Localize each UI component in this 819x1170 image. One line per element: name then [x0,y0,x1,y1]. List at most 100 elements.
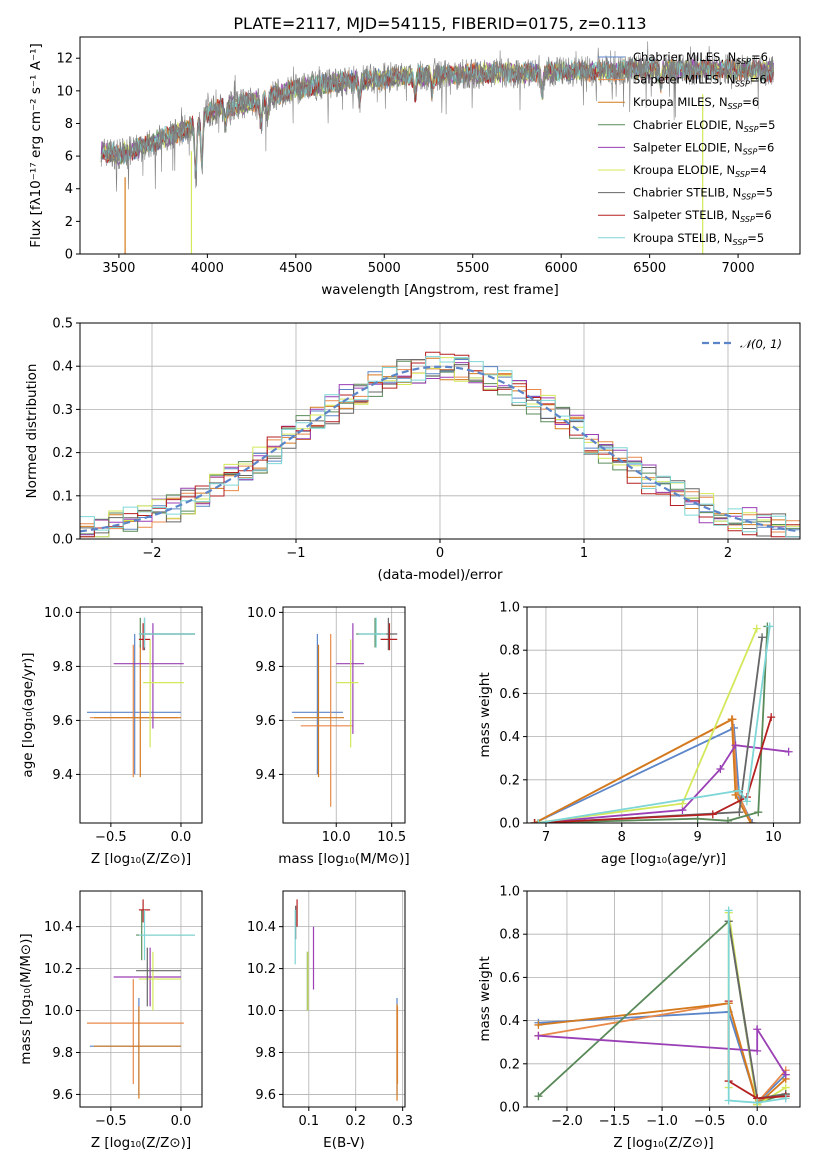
legend-subscript: SSP [736,57,751,66]
x-tick-label: 10.0 [322,830,351,845]
legend-label: Salpeter STELIB, NSSP=6 [633,208,772,224]
y-tick-label: 10.0 [247,606,276,621]
y-tick-label: 9.4 [255,768,276,783]
x-tick-label: −2.0 [551,1114,583,1129]
x-tick-label: 9 [693,830,701,845]
y-tick-label: 0.8 [499,644,520,659]
y-tick-label: 10.4 [44,920,73,935]
x-tick-label: 6000 [545,261,578,276]
y-tick-label: 4 [65,182,73,197]
y-axis-label: age [log₁₀(age/yr)] [20,652,36,777]
residual-histogram [80,359,800,538]
x-tick-label: 7 [542,830,550,845]
y-tick-label: 0.0 [52,533,73,548]
x-axis-label: E(B-V) [323,1135,365,1151]
residuals-plot-area [80,351,800,538]
weight_vs_age-plot-area [530,622,793,823]
y-tick-label: 0.4 [499,1014,520,1029]
mass-weight-marker [724,906,733,915]
x-tick-label: 1 [580,546,588,561]
mass_vs_Z-axes: −0.5 0.0 9.6 9.8 10.0 10.2 10.4 Z [log₁₀(Z/Z⊙)]… [18,890,203,1151]
y-axis-label: Normed distribution [24,364,40,499]
age_vs_mass-plot-area [291,617,398,807]
y-tick-label: 10.2 [247,962,276,977]
age_vs_mass-axes: 10.0 10.5 9.4 9.6 9.8 10.0 mass [log₁₀(M/M⊙)] [247,606,410,867]
axes-frame [282,606,406,824]
legend-series-name: Kroupa MILES, N [633,95,728,109]
y-tick-label: 9.8 [52,660,73,675]
legend-series-name: Chabrier STELIB, N [633,186,741,200]
legend-subscript: SSP [735,170,750,179]
legend-nssp-value: =6 [750,73,767,87]
y-tick-label: 1.0 [499,885,520,900]
axes-frame [79,322,801,540]
y-tick-label: 0.2 [52,446,73,461]
x-axis-label: Z [log₁₀(Z/Z⊙)] [91,851,191,867]
mass-weight-marker [534,1020,543,1029]
mass-weight-marker [746,819,755,823]
mass-weight-marker [724,1096,733,1105]
y-tick-label: 9.8 [255,660,276,675]
axes-frame [282,890,406,1108]
y-tick-label: 0 [65,248,73,263]
legend-nssp-value: =6 [742,95,759,109]
x-axis-label: (data-model)/error [377,567,503,583]
legend-subscript: SSP [744,125,759,134]
spectrum-plot-area [100,41,774,254]
y-tick-label: 10.2 [44,962,73,977]
legend-subscript: SSP [735,80,750,89]
mass-weight-marker [678,799,687,808]
y-tick-label: 9.8 [52,1046,73,1061]
x-axis-label: mass [log₁₀(M/M⊙)] [278,851,409,867]
mass-weight-marker [731,741,740,750]
x-tick-label: −2 [142,546,161,561]
legend-series-name: Kroupa ELODIE, N [633,163,735,177]
mass-weight-line [538,1002,787,1107]
x-tick-label: −0.5 [95,1114,127,1129]
x-tick-label: 0.2 [345,1114,366,1129]
legend-subscript: SSP [743,147,758,156]
residual-histogram [80,351,800,538]
mass_vs_ebv-plot-area [294,899,399,1101]
y-tick-label: 0.5 [52,317,73,332]
legend-label: Salpeter ELODIE, NSSP=6 [633,140,774,156]
weight_vs_age-axes: 7 8 9 10 0.0 0.2 0.4 0.6 0.8 1.0 age [log₁₀(age/yr… [477,601,801,867]
legend-subscript: SSP [728,102,743,111]
x-tick-label: 6500 [633,261,666,276]
mass-weight-marker [534,1031,543,1040]
x-tick-label: 7000 [722,261,755,276]
axes-frame [79,890,203,1108]
mass-weight-marker [781,1094,790,1103]
legend-nssp-value: =6 [755,208,772,222]
y-tick-label: 10.0 [44,606,73,621]
x-axis-label: Z [log₁₀(Z/Z⊙)] [91,1135,191,1151]
legend-label: Kroupa STELIB, NSSP=5 [633,231,764,247]
x-tick-label: 10.5 [377,830,406,845]
mass-weight-marker [708,810,717,819]
legend-label: Salpeter MILES, NSSP=6 [633,73,767,89]
y-tick-label: 10.0 [247,1004,276,1019]
x-tick-label: 0.1 [298,1114,319,1129]
axes-frame [79,606,203,824]
mass-weight-marker [735,808,744,817]
x-tick-label: −1.5 [599,1114,631,1129]
legend-nssp-value: =5 [747,231,764,245]
residual-histogram [80,362,800,538]
x-tick-label: −1 [286,546,305,561]
x-tick-label: 0.0 [171,1114,192,1129]
y-tick-label: 10 [56,84,73,99]
y-tick-label: 0.6 [499,687,520,702]
x-tick-label: −0.5 [694,1114,726,1129]
legend-nssp-value: =5 [759,118,776,132]
mass-weight-marker [534,819,543,823]
mass-weight-marker [735,786,744,795]
y-tick-label: 0.8 [499,928,520,943]
mass-weight-marker [758,633,767,642]
y-tick-label: 9.8 [255,1046,276,1061]
mass-weight-line [727,910,786,1104]
legend-series-name: Salpeter MILES, N [633,73,735,87]
y-tick-label: 0.1 [52,489,73,504]
axes-frame [526,606,801,824]
x-tick-label: −1.0 [646,1114,678,1129]
